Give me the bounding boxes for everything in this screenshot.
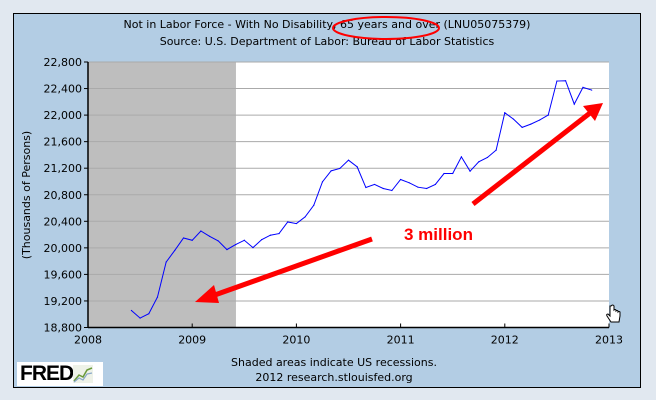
data-point [243,239,245,241]
data-point [313,204,315,206]
chart-title: Not in Labor Force - With No Disability,… [124,18,531,31]
y-tick-label: 22,400 [44,83,83,96]
data-point [530,123,532,125]
y-tick-label: 21,600 [44,136,83,149]
y-tick-label: 18,800 [44,322,83,335]
data-point [321,181,324,183]
data-point [486,156,489,159]
data-point [452,172,454,175]
data-point [208,235,211,237]
hand-cursor-icon [606,304,621,323]
fred-logo-text: FRED [20,362,74,385]
data-point [217,240,219,242]
arrow-left [195,236,373,303]
data-point [365,186,367,189]
data-point [564,80,567,82]
series-line [131,80,592,319]
y-tick-label: 19,600 [44,268,83,281]
x-tick-label: 2010 [282,334,310,347]
data-point [426,187,428,190]
data-point [582,86,584,88]
data-point [261,239,263,241]
data-point [330,170,332,172]
data-point [400,178,402,181]
data-point [295,222,297,225]
data-point [156,296,159,298]
y-tick-label: 22,000 [44,109,83,122]
data-point [182,237,185,239]
fred-logo[interactable]: FRED [17,362,103,386]
data-point [165,261,167,263]
data-point [174,249,176,251]
data-point [191,239,193,241]
annotation-3-million: 3 million [404,225,473,244]
data-point [495,149,497,151]
data-point [512,118,515,120]
data-point [417,186,419,188]
data-point [443,172,445,175]
data-point [573,103,575,105]
data-point [148,313,150,315]
data-point [591,89,593,91]
data-point [547,114,549,116]
chart-logo-icon [73,365,94,383]
x-tick-label: 2013 [595,334,623,347]
highlight-ellipse [332,16,440,40]
data-point [373,183,376,186]
credit-text[interactable]: 2012 research.stlouisfed.org [255,371,412,384]
y-tick-label: 21,200 [44,162,83,175]
x-tick-label: 2012 [491,334,519,347]
data-point [287,221,289,223]
data-point [304,216,306,218]
data-point [269,234,271,236]
data-point [200,230,202,232]
chart-subtitle: Source: U.S. Department of Labor: Bureau… [160,35,495,48]
y-tick-label: 22,800 [44,56,83,69]
data-point [235,243,237,246]
y-tick-label: 19,200 [44,295,83,308]
data-point [521,126,523,128]
y-tick-label: 20,400 [44,215,83,228]
data-point [278,232,280,235]
data-point [339,167,341,170]
data-point [556,80,558,82]
arrow-right [471,103,603,206]
data-point [434,183,436,186]
y-tick-label: 20,800 [44,189,83,202]
data-point [478,161,480,163]
data-point [460,156,462,158]
data-point [382,187,384,190]
data-point [469,170,471,172]
data-point [347,159,350,161]
data-point [538,119,541,121]
data-point [130,309,133,312]
data-point [252,246,254,249]
recession-note: Shaded areas indicate US recessions. [231,356,437,369]
data-point [139,317,141,319]
data-point [408,182,410,184]
y-axis-label: (Thousands of Persons) [20,131,33,259]
data-point [391,189,393,192]
x-tick-label: 2009 [178,334,206,347]
data-point [504,112,506,114]
x-tick-label: 2011 [387,334,415,347]
x-tick-label: 2008 [74,334,102,347]
data-point [226,248,228,251]
y-tick-label: 20,000 [44,242,83,255]
data-point [356,166,358,168]
